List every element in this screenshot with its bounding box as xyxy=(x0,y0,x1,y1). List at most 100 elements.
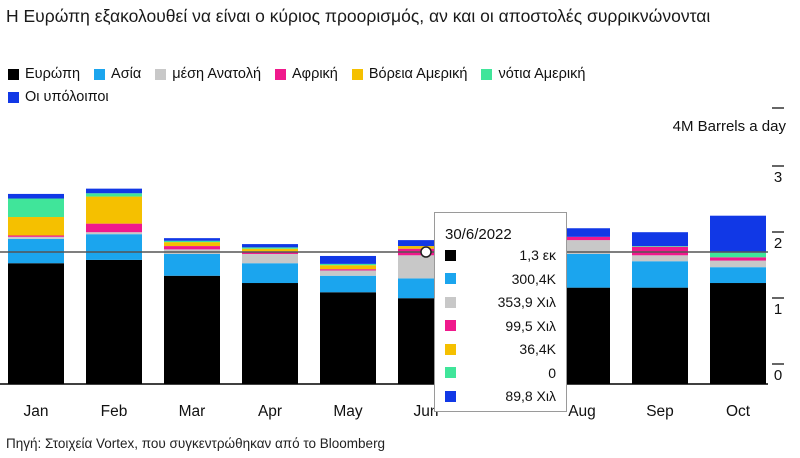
hover-tooltip: 30/6/2022 1,3 εκ 300,4K 353,9 Χιλ 99,5 Χιλ 3… xyxy=(434,212,567,412)
bar-segment-jan-1[interactable] xyxy=(8,238,64,264)
bar-segment-jan-4[interactable] xyxy=(8,217,64,236)
bar-segment-mar-0[interactable] xyxy=(164,275,220,384)
tooltip-swatch xyxy=(445,296,456,308)
bar-segment-jan-3[interactable] xyxy=(8,235,64,237)
legend-swatch xyxy=(94,68,106,80)
bar-segment-sep-5[interactable] xyxy=(632,246,688,247)
tooltip-value: 99,5 Χιλ xyxy=(505,317,556,334)
bar-segment-apr-1[interactable] xyxy=(242,263,298,284)
bar-segment-feb-3[interactable] xyxy=(86,223,142,233)
legend-swatch xyxy=(8,91,19,103)
bar-segment-mar-1[interactable] xyxy=(164,253,220,276)
x-tick-label: May xyxy=(333,403,363,420)
bar-segment-mar-3[interactable] xyxy=(164,246,220,250)
bar-segment-aug-2[interactable] xyxy=(554,240,610,254)
bar-segment-may-2[interactable] xyxy=(320,270,376,276)
x-tick-label: Aug xyxy=(568,403,596,420)
bar-segment-oct-1[interactable] xyxy=(710,267,766,284)
legend-row-2: Οι υπόλοιποι xyxy=(8,87,788,107)
bar-segment-oct-3[interactable] xyxy=(710,257,766,261)
bar-segment-apr-5[interactable] xyxy=(242,247,298,249)
legend-swatch xyxy=(275,68,287,80)
legend-label: νότια Αμερική xyxy=(498,66,586,82)
bar-segment-oct-6[interactable] xyxy=(710,215,766,253)
x-tick-label: Oct xyxy=(726,403,751,420)
bar-segment-feb-6[interactable] xyxy=(86,188,142,194)
bar-segment-may-0[interactable] xyxy=(320,292,376,384)
legend-item-asia[interactable]: Ασία xyxy=(94,66,141,82)
tooltip-value: 1,3 εκ xyxy=(519,247,556,263)
bar-segment-mar-4[interactable] xyxy=(164,242,220,247)
tooltip-row: 1,3 εκ xyxy=(445,245,556,265)
bar-segment-oct-2[interactable] xyxy=(710,260,766,268)
legend-label: μέση Ανατολή xyxy=(172,66,262,82)
bar-segment-may-5[interactable] xyxy=(320,263,376,266)
legend-item-south-america[interactable]: νότια Αμερική xyxy=(481,66,585,82)
bar-segment-apr-2[interactable] xyxy=(242,253,298,264)
legend-label: Ευρώπη xyxy=(25,66,81,82)
y-tick-label: 2 xyxy=(774,235,782,252)
bar-segment-apr-6[interactable] xyxy=(242,244,298,248)
bar-segment-oct-5[interactable] xyxy=(710,252,766,258)
legend-swatch xyxy=(351,68,363,80)
bar-segment-sep-0[interactable] xyxy=(632,287,688,384)
bar-segment-jan-5[interactable] xyxy=(8,198,64,218)
legend-item-north-america[interactable]: Βόρεια Αμερική xyxy=(351,66,468,82)
legend-label: Οι υπόλοιποι xyxy=(25,89,109,105)
x-tick-label: Apr xyxy=(258,403,282,420)
tooltip-value: 300,4K xyxy=(511,270,556,287)
bar-segment-feb-4[interactable] xyxy=(86,196,142,224)
legend-item-middle-east[interactable]: μέση Ανατολή xyxy=(155,66,261,82)
bar-segment-jan-6[interactable] xyxy=(8,193,64,199)
tooltip-swatch xyxy=(445,320,456,331)
y-tick-label: 1 xyxy=(774,301,782,318)
bar-segment-jun-6[interactable] xyxy=(398,240,454,247)
tooltip-swatch xyxy=(445,273,456,284)
bar-segment-mar-5[interactable] xyxy=(164,240,220,243)
bar-segment-feb-5[interactable] xyxy=(86,193,142,197)
legend-item-europe[interactable]: Ευρώπη xyxy=(8,66,80,82)
tooltip-value: 0 xyxy=(548,364,556,381)
bar-segment-feb-1[interactable] xyxy=(86,234,142,260)
y-tick-label: 3 xyxy=(774,169,782,186)
bar-segment-mar-6[interactable] xyxy=(164,238,220,241)
bar-segment-aug-3[interactable] xyxy=(554,236,610,241)
bar-segment-may-3[interactable] xyxy=(320,269,376,271)
tooltip-value: 353,9 Χιλ xyxy=(497,294,556,310)
bar-segment-sep-1[interactable] xyxy=(632,261,688,288)
tooltip-row: 89,8 Χιλ xyxy=(445,386,556,406)
bar-segment-oct-0[interactable] xyxy=(710,283,766,384)
legend-swatch xyxy=(481,68,493,80)
x-tick-label: Feb xyxy=(101,403,128,420)
tooltip-date: 30/6/2022 xyxy=(445,226,512,243)
x-tick-label: Jan xyxy=(24,403,49,420)
bar-segment-sep-6[interactable] xyxy=(632,232,688,247)
legend-label: Ασία xyxy=(111,66,142,82)
source-note: Πηγή: Στοιχεία Vortex, που συγκεντρώθηκα… xyxy=(6,436,386,451)
legend-label: Βόρεια Αμερική xyxy=(368,66,468,82)
bar-segment-feb-2[interactable] xyxy=(86,232,142,235)
bar-segment-may-6[interactable] xyxy=(320,255,376,264)
bar-segment-sep-2[interactable] xyxy=(632,255,688,262)
legend: Ευρώπη Ασία μέση Ανατολή Αφρική Βόρεια Α… xyxy=(8,64,788,110)
legend-item-africa[interactable]: Αφρική xyxy=(275,66,338,82)
tooltip-swatch xyxy=(445,343,456,355)
tooltip-row: 300,4K xyxy=(445,269,556,289)
bar-segment-jan-0[interactable] xyxy=(8,263,64,384)
tooltip-row: 36,4K xyxy=(445,339,556,359)
legend-item-others[interactable]: Οι υπόλοιποι xyxy=(8,89,109,105)
hover-marker[interactable] xyxy=(420,246,432,258)
bar-segment-aug-6[interactable] xyxy=(554,228,610,237)
bar-segment-may-1[interactable] xyxy=(320,275,376,293)
bar-segment-sep-3[interactable] xyxy=(632,246,688,256)
bar-segment-jan-2[interactable] xyxy=(8,236,64,239)
bar-segment-apr-4[interactable] xyxy=(242,248,298,252)
bar-segment-feb-0[interactable] xyxy=(86,259,142,384)
tooltip-row: 0 xyxy=(445,363,556,383)
tooltip-swatch xyxy=(445,249,456,261)
bar-segment-apr-0[interactable] xyxy=(242,283,298,384)
x-tick-label: Sep xyxy=(646,403,674,420)
y-tick-label: 0 xyxy=(774,367,782,384)
bar-segment-may-4[interactable] xyxy=(320,265,376,270)
